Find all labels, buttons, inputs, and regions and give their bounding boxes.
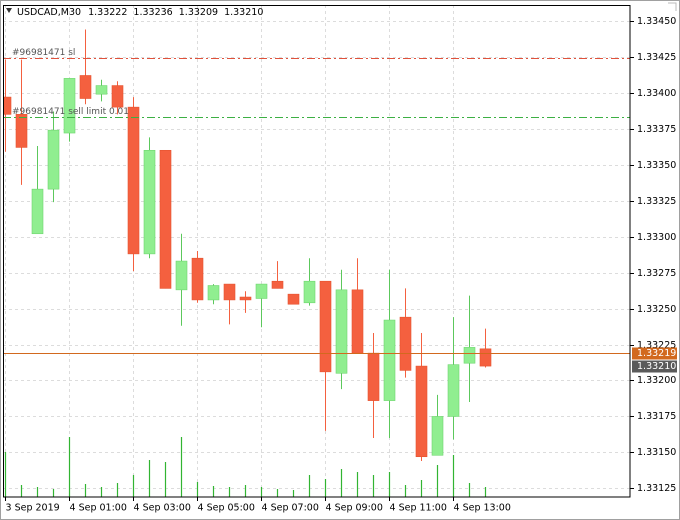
candle-body (431, 416, 444, 456)
menu-arrow[interactable] (6, 8, 12, 13)
candle-body (287, 293, 300, 305)
y-tick-label: 1.33250 (637, 304, 676, 315)
x-tick-label: 3 Sep 2019 (6, 503, 60, 514)
y-tick-label: 1.33375 (637, 124, 676, 135)
candle-body (239, 296, 252, 301)
order-label: #96981471 sell limit 0.01 (12, 107, 129, 117)
y-tick-label: 1.33300 (637, 232, 676, 243)
x-tick-label: 4 Sep 03:00 (134, 503, 191, 514)
candle-body (143, 149, 156, 255)
y-tick-label: 1.33125 (637, 483, 676, 494)
candle-body (479, 348, 492, 367)
y-tick-label: 1.33350 (637, 160, 676, 171)
candle-body (383, 319, 396, 401)
y-tick-label: 1.33400 (637, 88, 676, 99)
y-tick-label: 1.33225 (637, 340, 676, 351)
y-tick-label: 1.33150 (637, 447, 676, 458)
candle-body (415, 365, 428, 458)
plot-border (3, 5, 631, 498)
candle-body (255, 283, 268, 299)
x-tick-label: 4 Sep 13:00 (454, 503, 511, 514)
candle-body (223, 283, 236, 301)
candle-body (63, 78, 76, 134)
candle-body (463, 347, 476, 364)
candle-body (191, 257, 204, 301)
candle-body (15, 114, 28, 148)
candle-body (271, 280, 284, 289)
last-price-label: 1.33210 (637, 361, 676, 372)
candle-body (303, 280, 316, 304)
bid-label: 1.33219 (637, 348, 676, 359)
candle-body (207, 285, 220, 301)
candle-body (175, 260, 188, 291)
header: USDCAD,M30 1.33222 1.33236 1.33209 1.332… (17, 7, 263, 18)
x-tick-label: 4 Sep 09:00 (326, 503, 383, 514)
candle-body (351, 289, 364, 354)
x-tick-label: 4 Sep 05:00 (198, 503, 255, 514)
y-tick-label: 1.33450 (637, 16, 676, 27)
header-high: 1.33236 (133, 7, 172, 18)
last-price-box (632, 360, 677, 373)
candle-body (367, 352, 380, 401)
candle-body (95, 85, 108, 95)
y-tick-label: 1.33200 (637, 375, 676, 386)
candle-body (79, 75, 92, 99)
candle-body (335, 289, 348, 374)
plot-area: #96981471 sl #96981471 sell limit 0.01 (3, 29, 630, 497)
candle-body (31, 188, 44, 235)
bid-box (632, 347, 677, 360)
header-low: 1.33209 (179, 7, 218, 18)
corner-icon (668, 2, 677, 11)
grid-layer (3, 5, 630, 497)
axis-layer: 1.33450 1.33425 1.33400 1.33375 1.33350 1.333… (5, 16, 677, 514)
candle-body (319, 280, 332, 373)
symbol: USDCAD,M30 (17, 7, 81, 18)
candle-body (447, 364, 460, 417)
x-tick-label: 4 Sep 11:00 (390, 503, 447, 514)
header-open: 1.33222 (88, 7, 127, 18)
y-tick-label: 1.33175 (637, 411, 676, 422)
candle-body (159, 149, 172, 289)
candle-body (3, 96, 12, 115)
order-label: #96981471 sl (12, 48, 75, 58)
candle-body (399, 316, 412, 371)
y-tick-label: 1.33425 (637, 52, 676, 63)
candle-body (111, 85, 124, 108)
x-tick-label: 4 Sep 01:00 (70, 503, 127, 514)
header-close: 1.33210 (224, 7, 263, 18)
x-tick-label: 4 Sep 07:00 (262, 503, 319, 514)
candle-body (47, 129, 60, 190)
y-tick-label: 1.33325 (637, 196, 676, 207)
y-tick-label: 1.33275 (637, 268, 676, 279)
candle-body (127, 106, 140, 255)
